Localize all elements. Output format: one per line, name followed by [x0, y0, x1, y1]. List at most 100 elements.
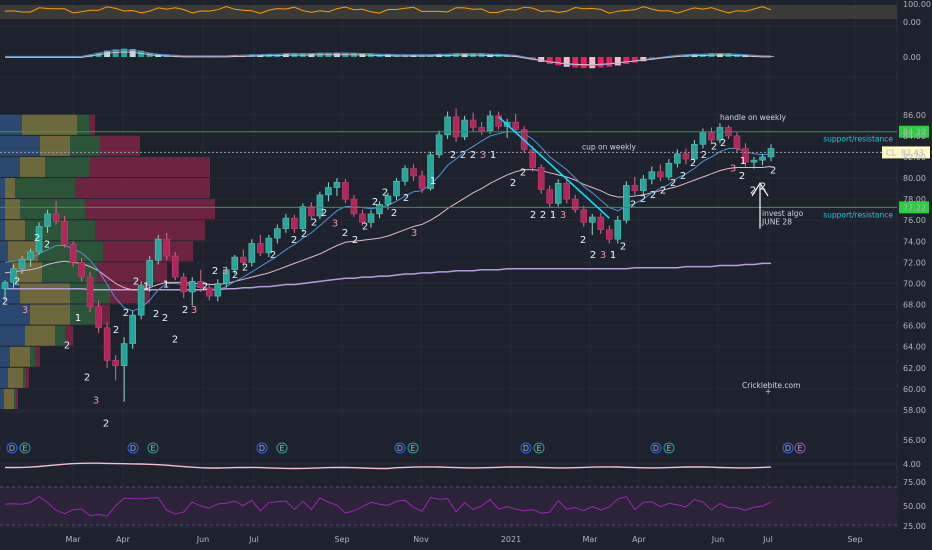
candle-body	[563, 182, 571, 200]
td-marker-label: 2	[540, 210, 546, 221]
td-marker-label: 2	[470, 150, 476, 161]
candle-body	[588, 216, 596, 223]
arrow-head	[751, 182, 769, 197]
td-marker-label: 3	[411, 228, 417, 239]
td-marker-label: 1	[550, 210, 556, 221]
crosshair-icon: +	[765, 387, 771, 396]
earnings-marker-label: E	[22, 444, 27, 453]
volume-profile-bar-blue	[0, 114, 22, 135]
price-tick-label: 76.00	[903, 216, 926, 225]
td-marker-label: 1	[163, 279, 169, 290]
candle-body	[691, 143, 698, 160]
volume-profile-bar-olive	[4, 388, 14, 409]
volume-profile-bar-green	[70, 135, 100, 156]
candle-body	[512, 121, 519, 130]
candle-body	[367, 213, 375, 223]
td-marker-label: 2	[640, 194, 646, 205]
histogram-bar	[631, 57, 638, 63]
histogram-bar	[572, 57, 579, 68]
volume-profile-bar-olive	[8, 367, 23, 388]
candle-body	[674, 153, 681, 164]
volume-profile-bar-green	[14, 388, 16, 409]
volume-profile-bar-olive	[10, 346, 30, 367]
td-marker-label: 2	[123, 308, 129, 319]
candle-body	[316, 194, 324, 217]
earnings-marker-label: D	[397, 444, 403, 453]
candle-body	[1, 282, 9, 290]
volume-profile-bar-blue	[0, 199, 5, 220]
candle-body	[231, 256, 239, 271]
td-marker-label: 3	[332, 218, 338, 229]
td-marker-label: 2	[270, 250, 276, 261]
volume-profile-bar-red	[35, 346, 40, 367]
volume-profile-bar-green	[55, 325, 65, 346]
earnings-marker	[147, 442, 159, 454]
candle-body	[333, 181, 341, 188]
candle-body	[214, 283, 222, 297]
earnings-marker	[520, 442, 532, 454]
earnings-marker-label: D	[523, 444, 529, 453]
candle-body	[631, 185, 639, 191]
td-marker-label: 2	[362, 221, 368, 232]
histogram-bar	[129, 49, 136, 57]
candle-body	[750, 159, 758, 163]
candle-body	[120, 343, 128, 367]
td-marker-label: 3	[222, 266, 228, 277]
td-marker-label: 3	[93, 395, 99, 406]
td-marker-label: 2	[301, 229, 307, 240]
price-tick-label: 62.00	[903, 364, 926, 373]
earnings-marker	[533, 442, 545, 454]
candle-body	[291, 217, 298, 229]
td-marker-label: 2	[103, 419, 109, 430]
histogram-bar	[640, 57, 647, 62]
td-marker-label: 2	[660, 186, 666, 197]
td-marker-label: 2	[133, 276, 139, 287]
candle-body	[257, 243, 264, 254]
td-marker-label: 2	[84, 372, 90, 383]
time-axis-label: Jun	[196, 535, 210, 544]
td-marker-label: 2	[760, 181, 766, 192]
price-tick-label: 80.00	[903, 174, 926, 183]
candle-body	[478, 127, 485, 131]
td-marker-label: 2	[711, 141, 717, 152]
histogram-bar	[538, 57, 545, 62]
candle-body	[427, 154, 434, 189]
ema-mid-line	[4, 165, 772, 291]
td-marker-label: 2	[153, 309, 159, 320]
earnings-marker	[663, 442, 675, 454]
candle-body	[580, 209, 588, 223]
candle-body	[188, 281, 196, 293]
candle-body	[154, 238, 162, 261]
candle-body	[35, 226, 43, 253]
price-tick-label: 82.00	[903, 153, 926, 162]
candle-body	[495, 115, 502, 127]
earnings-marker-label: D	[785, 444, 791, 453]
volume-profile-bar-olive	[5, 178, 15, 199]
candle-body	[410, 168, 417, 177]
earnings-marker-label: D	[130, 444, 136, 453]
rsi-tick-label: 50.00	[903, 502, 926, 511]
td-marker-label: 1	[430, 176, 436, 187]
td-marker-label: 2	[242, 263, 248, 274]
candle-body	[384, 195, 392, 205]
td-marker-label: 3	[480, 150, 486, 161]
earnings-marker-label: E	[797, 444, 802, 453]
time-axis-label: Sep	[334, 535, 349, 544]
td-marker-label: 2	[770, 166, 776, 177]
histogram-bar	[623, 57, 630, 64]
volume-profile-bar-red	[100, 135, 140, 156]
candle-body	[359, 213, 366, 223]
candle-body	[529, 149, 536, 168]
candle-body	[180, 276, 188, 293]
td-marker-label: 2	[739, 171, 745, 182]
annotation-label: invest algo	[762, 209, 804, 218]
earnings-marker-label: D	[9, 444, 15, 453]
volume-profile-bar-red	[95, 220, 205, 241]
time-axis-label: Apr	[116, 535, 131, 544]
candle-body	[623, 185, 630, 221]
volume-profile-bar-olive	[5, 220, 25, 241]
candle-body	[282, 217, 290, 229]
td-marker-label: 2	[391, 208, 397, 219]
grid-lines	[0, 0, 898, 530]
